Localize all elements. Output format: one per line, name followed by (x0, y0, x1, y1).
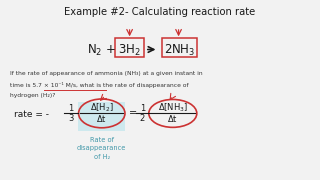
FancyBboxPatch shape (78, 102, 125, 130)
Text: Rate of
disappearance
of H₂: Rate of disappearance of H₂ (77, 137, 126, 160)
Text: N$_2$: N$_2$ (87, 43, 102, 58)
Text: $\Delta$t: $\Delta$t (167, 113, 178, 124)
Text: 3H$_2$: 3H$_2$ (118, 43, 141, 58)
Text: Example #2- Calculating reaction rate: Example #2- Calculating reaction rate (64, 7, 256, 17)
Text: If the rate of appearance of ammonia (NH₃) at a given instant in: If the rate of appearance of ammonia (NH… (10, 71, 202, 76)
Text: 2NH$_3$: 2NH$_3$ (164, 43, 195, 58)
Text: rate = -: rate = - (14, 110, 49, 119)
Text: $\Delta$[NH$_3$]: $\Delta$[NH$_3$] (158, 102, 188, 114)
Text: $\Delta$t: $\Delta$t (96, 113, 107, 124)
Text: time is 5.7 × 10⁻¹ M/s, what is the rate of disappearance of: time is 5.7 × 10⁻¹ M/s, what is the rate… (10, 82, 188, 88)
Text: +: + (106, 43, 115, 56)
Text: 2: 2 (140, 114, 145, 123)
Text: 1: 1 (68, 104, 74, 113)
Text: hydrogen (H₂)?: hydrogen (H₂)? (10, 93, 55, 98)
Text: 3: 3 (68, 114, 74, 123)
Text: =: = (129, 108, 137, 118)
Text: $\Delta$[H$_2$]: $\Delta$[H$_2$] (90, 102, 114, 114)
Text: 1: 1 (140, 104, 145, 113)
